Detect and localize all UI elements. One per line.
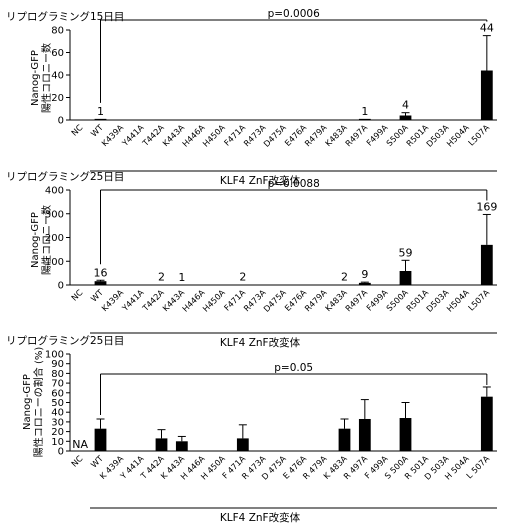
x-tick-label: H504A [444,122,471,149]
y-axis-label: Nanog-GFP陽性コロニーの割合 (%) [22,347,45,458]
data-label: 59 [399,246,413,259]
data-label: 44 [480,22,494,35]
data-label: NA [72,438,88,451]
y-tick-label: 30 [51,417,64,428]
x-tick-label: R497A [343,287,369,313]
chart-panel-2: リプログラミング25日目 0 100 200 300 400 Nanog-GFP陽性コロニー… [6,170,497,349]
x-tick-label: L 507A [464,453,491,480]
x-tick-label: Y441A [119,122,146,149]
x-axis-label: KLF4 ZnF改変体 [220,174,301,187]
y-tick-label: 80 [51,26,64,37]
x-tick-label: T442A [140,287,167,314]
panel-title: リプログラミング15日目 [6,10,124,23]
bar [358,118,371,120]
data-label: 2 [239,271,246,284]
x-tick-label: H450A [200,122,227,149]
y-axis-label: Nanog-GFP陽性コロニー数 [30,43,53,113]
y-tick-label: 80 [51,369,64,380]
x-tick-label: R497A [343,122,369,148]
y-tick-label: 100 [45,350,64,361]
panel-title: リプログラミング25日目 [6,334,124,347]
x-tick-label: H504A [444,287,471,314]
bar [399,115,412,120]
significance-label: p=0.05 [274,362,313,374]
x-tick-label: NC [69,287,85,303]
x-tick-label: NC [69,122,85,138]
data-label: 16 [94,266,108,279]
x-tick-label: T442A [140,122,167,149]
bar [358,418,371,451]
y-tick-label: 300 [45,209,64,220]
chart-panel-3: リプログラミング25日目 0102030405060708090100Nanog-… [6,334,497,524]
y-tick-label: 20 [51,93,64,104]
x-tick-label: R479A [302,287,328,313]
chart-panel-1: リプログラミング15日目 0 20 40 60 80 Nanog-GFP陽性コロニー数 NC 1… [6,8,497,187]
y-tick-label: 400 [45,186,64,197]
bar [338,428,351,451]
data-label: 1 [361,105,368,118]
bar [94,281,107,285]
x-tick-label: K439A [99,287,125,313]
bar [94,118,107,120]
data-label: 2 [341,271,348,284]
y-tick-label: 60 [51,388,64,399]
bar [94,428,107,451]
x-tick-label: D475A [261,122,288,149]
y-tick-label: 0 [58,447,64,458]
y-tick-label: 100 [45,257,64,268]
y-tick-label: 10 [51,437,64,448]
data-label: 4 [402,99,409,112]
x-axis-label: KLF4 ZnF改変体 [220,336,301,349]
bar [399,270,412,285]
y-tick-label: 20 [51,427,64,438]
data-label: 169 [476,200,497,213]
x-axis-label: KLF4 ZnF改変体 [220,511,301,524]
x-tick-label: L507A [466,122,492,148]
y-axis-label: Nanog-GFP陽性コロニー数 [30,205,53,275]
data-label: 1 [97,105,104,118]
y-tick-label: 40 [51,71,64,82]
data-label: 1 [178,271,185,284]
y-tick-label: 0 [58,116,64,127]
x-tick-label: D475A [261,287,288,314]
x-tick-label: L507A [466,287,492,313]
x-tick-label: H450A [200,287,227,314]
data-label: 9 [361,268,368,281]
y-tick-label: 60 [51,48,64,59]
data-label: 2 [158,271,165,284]
significance-label: p=0.0006 [268,8,321,20]
y-tick-label: 200 [45,233,64,244]
bar [480,70,493,120]
y-tick-label: 50 [51,398,64,409]
bar [399,418,412,451]
y-tick-label: 70 [51,379,64,390]
x-tick-label: K439A [99,122,125,148]
bar [236,438,249,451]
significance-label: p=0.0088 [268,178,320,190]
bar [358,282,371,285]
x-tick-label: R479A [302,122,328,148]
x-tick-label: NC [69,453,85,469]
y-tick-label: 40 [51,408,64,419]
panel-title: リプログラミング25日目 [6,170,124,183]
x-tick-label: Y441A [119,287,146,314]
bar [155,438,168,451]
y-tick-label: 90 [51,359,64,370]
bar [175,441,188,451]
y-tick-label: 0 [58,281,64,292]
bar [480,396,493,451]
bar [480,244,493,285]
